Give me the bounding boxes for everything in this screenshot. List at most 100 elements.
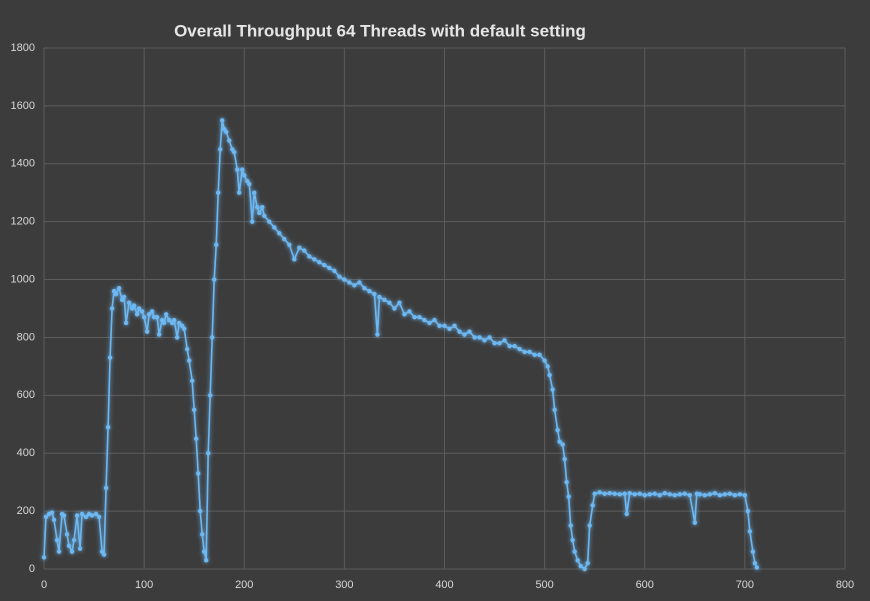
x-tick-label: 500 xyxy=(535,579,553,591)
data-point xyxy=(702,492,708,498)
data-point xyxy=(612,491,617,496)
data-point xyxy=(116,286,122,291)
data-point xyxy=(287,242,292,248)
data-point xyxy=(687,492,693,498)
data-point xyxy=(517,346,522,352)
data-point xyxy=(477,335,482,340)
data-point xyxy=(199,532,205,537)
data-point xyxy=(750,549,756,554)
data-point xyxy=(56,549,62,554)
data-point xyxy=(206,451,211,456)
data-point xyxy=(186,358,192,363)
data-point xyxy=(732,492,738,498)
data-point xyxy=(79,511,85,517)
y-tick-label: 0 xyxy=(29,563,35,575)
y-tick-label: 800 xyxy=(17,331,35,343)
data-point xyxy=(352,283,357,288)
data-point xyxy=(89,513,95,518)
data-point xyxy=(570,537,575,543)
data-point xyxy=(292,257,297,262)
data-point xyxy=(682,491,687,496)
data-point xyxy=(189,378,195,384)
data-point xyxy=(657,492,662,498)
data-point xyxy=(54,537,60,543)
y-tick-label: 200 xyxy=(17,505,35,517)
data-point xyxy=(737,492,743,497)
data-point xyxy=(442,323,447,329)
data-point xyxy=(452,323,457,329)
chart-title: Overall Throughput 64 Threads with defau… xyxy=(174,21,586,40)
data-point xyxy=(557,439,562,444)
data-point xyxy=(260,204,265,210)
data-point xyxy=(262,213,267,219)
data-point xyxy=(754,565,760,570)
data-point xyxy=(727,491,733,496)
data-point xyxy=(224,129,229,135)
data-point xyxy=(392,306,397,311)
data-point xyxy=(66,543,72,549)
data-point xyxy=(422,317,427,323)
data-point xyxy=(560,442,565,447)
data-point xyxy=(282,236,287,242)
data-point xyxy=(712,490,718,496)
data-point xyxy=(432,317,437,323)
x-tick-label: 800 xyxy=(836,579,854,591)
data-point xyxy=(407,309,412,314)
data-point xyxy=(402,312,407,317)
data-point xyxy=(745,508,751,514)
x-tick-label: 100 xyxy=(135,579,153,591)
x-tick-label: 600 xyxy=(636,579,654,591)
data-point xyxy=(642,492,647,498)
data-point xyxy=(357,280,362,285)
data-point xyxy=(552,407,557,413)
data-point xyxy=(545,364,550,369)
data-point xyxy=(697,492,703,497)
data-point xyxy=(93,511,99,517)
data-point xyxy=(161,320,167,326)
data-point xyxy=(154,314,160,320)
data-point xyxy=(227,138,232,143)
data-point xyxy=(572,549,577,554)
data-point xyxy=(267,219,272,224)
data-point xyxy=(547,372,552,378)
y-tick-label: 1000 xyxy=(11,273,35,285)
data-point xyxy=(372,291,377,297)
data-point xyxy=(126,300,132,305)
data-point xyxy=(322,262,327,268)
data-point xyxy=(191,407,197,413)
data-point xyxy=(49,510,55,515)
x-tick-label: 700 xyxy=(736,579,754,591)
y-tick-label: 600 xyxy=(17,389,35,401)
data-point xyxy=(592,491,597,496)
data-point xyxy=(722,492,728,497)
data-point xyxy=(139,309,145,314)
data-point xyxy=(181,326,187,331)
data-point xyxy=(166,317,172,323)
data-point xyxy=(482,338,487,343)
data-point xyxy=(103,485,109,491)
data-point xyxy=(578,563,583,569)
data-point xyxy=(492,341,497,346)
data-point xyxy=(141,314,147,320)
data-point xyxy=(377,294,382,300)
data-point xyxy=(220,118,225,123)
data-point xyxy=(101,552,107,557)
data-point xyxy=(397,300,402,305)
data-point xyxy=(587,523,592,528)
data-point xyxy=(387,300,392,305)
data-point xyxy=(327,265,332,271)
data-point xyxy=(237,190,242,195)
data-point xyxy=(412,314,417,320)
data-point xyxy=(131,303,137,308)
data-point xyxy=(156,332,162,337)
data-point xyxy=(527,349,532,355)
data-point xyxy=(297,245,302,250)
data-point xyxy=(174,335,180,340)
data-point xyxy=(512,343,517,349)
data-point xyxy=(647,492,652,497)
data-point xyxy=(590,503,595,508)
data-point xyxy=(197,508,203,514)
data-point xyxy=(123,320,129,326)
data-point xyxy=(247,181,252,187)
x-tick-label: 400 xyxy=(435,579,453,591)
